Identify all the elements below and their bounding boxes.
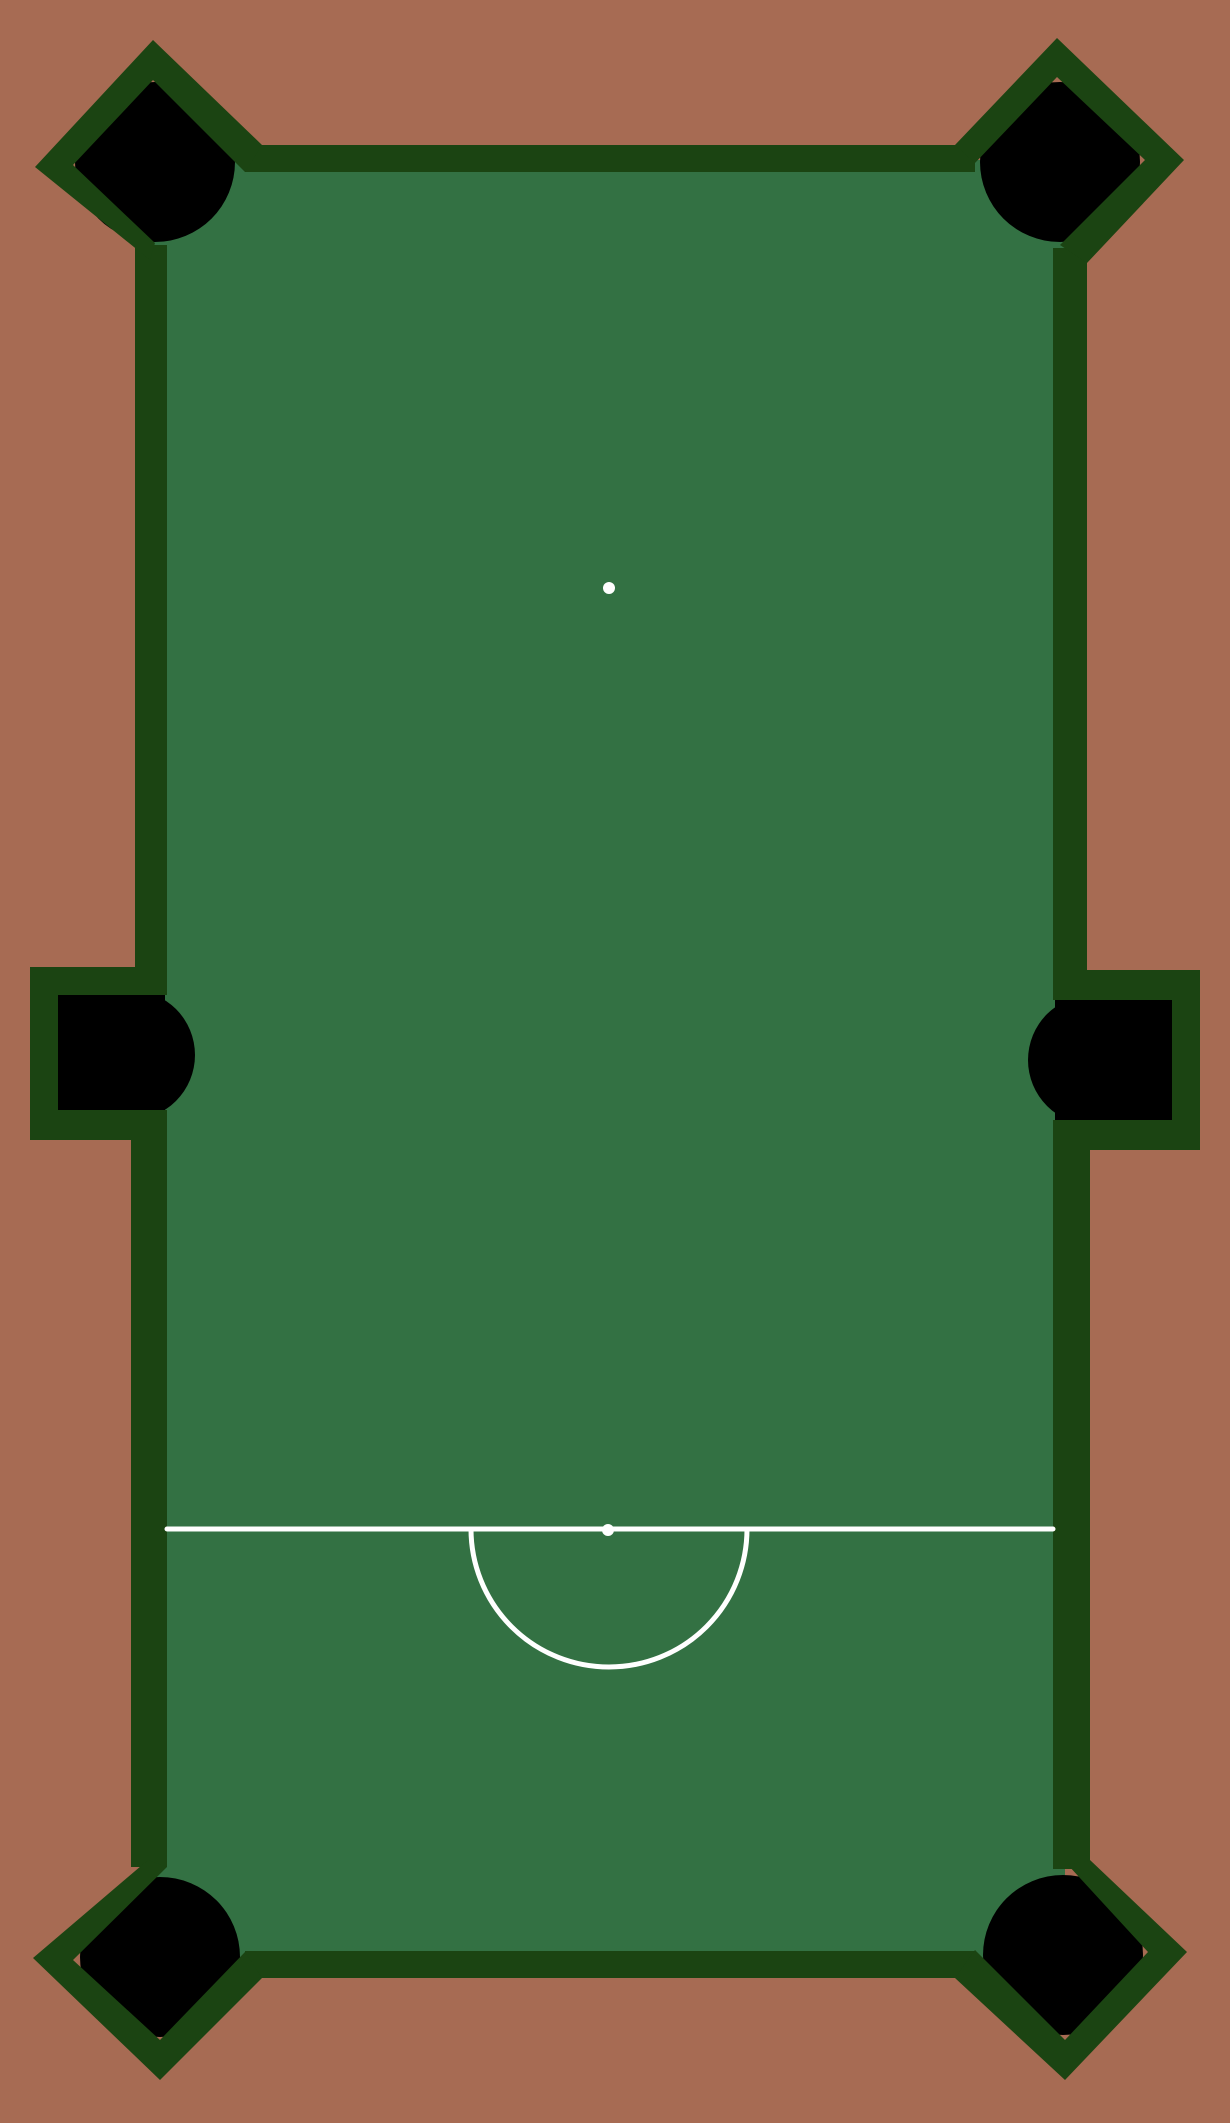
pocket-hole <box>983 1875 1143 2035</box>
right-upper-rail <box>1053 248 1087 993</box>
baulk-spot <box>602 1524 614 1536</box>
pocket-frame <box>33 1860 262 2080</box>
pocket-frame <box>30 967 167 1140</box>
left-lower-rail <box>131 1115 167 1867</box>
pocket-middle-left[interactable] <box>30 967 195 1140</box>
pocket-middle-right[interactable] <box>1028 970 1200 1150</box>
pocket-frame <box>955 1860 1187 2080</box>
semicircle-d <box>468 1528 750 1670</box>
pocket-box <box>1055 995 1177 1125</box>
table-felt[interactable] <box>150 160 1065 1970</box>
left-upper-rail <box>135 245 167 980</box>
table-rails <box>131 145 1090 1978</box>
pocket-box <box>45 985 165 1115</box>
pocket-top-right[interactable] <box>955 38 1184 263</box>
pocket-frame <box>955 38 1184 263</box>
pocket-hole <box>80 1877 240 2037</box>
pocket-bottom-right[interactable] <box>955 1860 1187 2080</box>
bottom-rail <box>245 1951 975 1978</box>
foot-spot <box>603 582 615 594</box>
pocket-bottom-left[interactable] <box>33 1860 262 2080</box>
pocket-hole <box>980 82 1140 242</box>
top-rail <box>245 145 975 172</box>
pocket-top-left[interactable] <box>35 40 262 260</box>
pocket-frame <box>35 40 262 260</box>
pocket-frame <box>1053 970 1200 1150</box>
right-lower-rail <box>1053 1122 1090 1869</box>
